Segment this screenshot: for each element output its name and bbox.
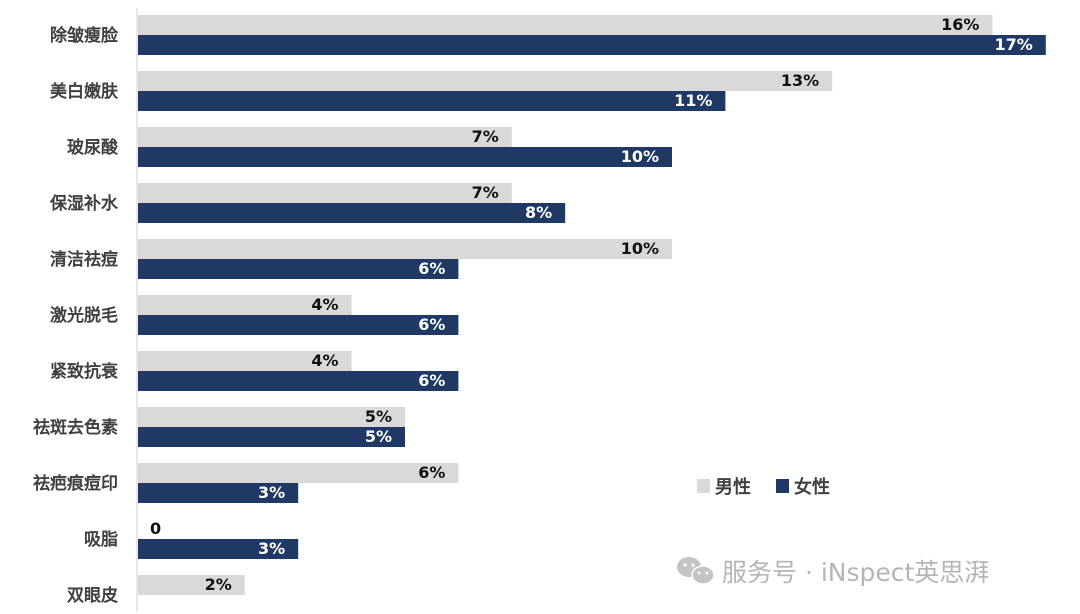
category-label: 激光脱毛 <box>50 305 118 326</box>
legend: 男性 女性 <box>697 476 830 498</box>
value-label-male: 0 <box>150 519 161 538</box>
watermark: 服务号 · iNspect英思湃 <box>677 557 989 587</box>
bar-female <box>138 147 672 167</box>
value-label-male: 6% <box>418 463 445 482</box>
value-label-female: 17% <box>995 35 1033 54</box>
bar-male <box>138 71 833 91</box>
value-label-female: 6% <box>418 315 445 334</box>
bar-male <box>138 239 672 259</box>
legend-swatch-female <box>776 479 789 493</box>
value-label-male: 4% <box>311 295 338 314</box>
value-label-male: 7% <box>472 183 499 202</box>
watermark-text: 服务号 · iNspect英思湃 <box>722 558 989 587</box>
bar-male <box>138 183 512 203</box>
bar-female <box>138 35 1046 55</box>
category-label: 除皱瘦脸 <box>50 25 119 46</box>
value-label-male: 2% <box>205 575 232 594</box>
category-label: 双眼皮 <box>67 585 118 606</box>
bar-female <box>138 483 299 503</box>
bars-group <box>138 15 1046 595</box>
bar-female <box>138 539 299 559</box>
value-label-female: 8% <box>525 203 552 222</box>
value-label-male: 10% <box>621 239 659 258</box>
wechat-icon <box>677 557 715 585</box>
value-label-male: 7% <box>472 127 499 146</box>
category-label: 玻尿酸 <box>67 137 119 158</box>
bar-female <box>138 91 726 111</box>
legend-swatch-male <box>697 479 710 493</box>
category-label: 吸脂 <box>84 530 118 550</box>
bar-female <box>138 427 405 447</box>
bar-male <box>138 15 993 35</box>
category-labels: 除皱瘦脸美白嫩肤玻尿酸保湿补水清洁祛痘激光脱毛紧致抗衰祛斑去色素祛疤痕痘印吸脂双… <box>33 25 119 606</box>
category-label: 清洁祛痘 <box>50 249 118 270</box>
category-label: 祛疤痕痘印 <box>33 473 118 494</box>
bar-male <box>138 351 352 371</box>
legend-label-female: 女性 <box>794 476 830 498</box>
category-label: 保湿补水 <box>49 193 119 214</box>
value-label-female: 3% <box>258 539 285 558</box>
value-label-female: 5% <box>365 427 392 446</box>
value-label-male: 13% <box>781 71 819 90</box>
bar-female <box>138 259 459 279</box>
value-label-female: 3% <box>258 483 285 502</box>
value-label-female: 6% <box>418 371 445 390</box>
value-labels: 16% 17% 13% 11% 7% 10% 7% 8% 10% 6% 4% 6% 4% 6% 5%5% 6%… <box>150 15 1033 594</box>
category-label: 祛斑去色素 <box>33 417 118 438</box>
bar-female <box>138 203 566 223</box>
bar-female <box>138 315 459 335</box>
category-label: 美白嫩肤 <box>50 81 119 102</box>
bar-male <box>138 463 459 483</box>
bar-male <box>138 575 245 595</box>
value-label-female: 11% <box>674 91 712 110</box>
category-label: 紧致抗衰 <box>50 361 119 382</box>
value-label-male: 5% <box>365 407 392 426</box>
value-label-female: 6% <box>418 259 445 278</box>
bar-male <box>138 295 352 315</box>
value-label-male: 4% <box>311 351 338 370</box>
value-label-female: 10% <box>621 147 659 166</box>
legend-label-male: 男性 <box>715 476 751 498</box>
bar-male <box>138 407 405 427</box>
bar-male <box>138 127 512 147</box>
bar-female <box>138 371 459 391</box>
value-label-male: 16% <box>941 15 979 34</box>
